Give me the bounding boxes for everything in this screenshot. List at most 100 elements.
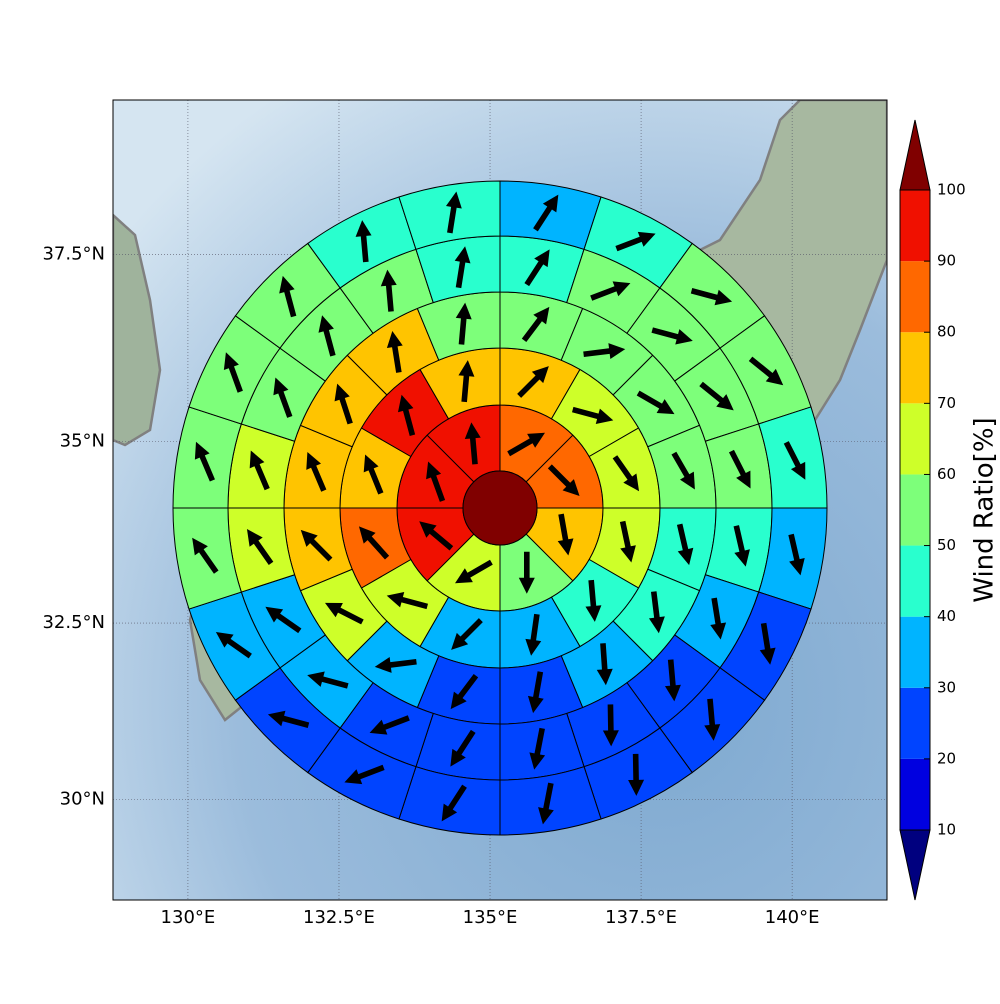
colorbar-tick-label: 80 (937, 323, 956, 341)
colorbar-tick-label: 10 (937, 821, 956, 839)
colorbar-tick-label: 100 (937, 181, 966, 199)
colorbar-bin (900, 403, 930, 475)
wind-arrow (671, 451, 695, 490)
wind-arrow (386, 591, 429, 610)
wind-arrow (524, 249, 550, 287)
wind-arrow (676, 523, 694, 566)
wind-arrow (267, 710, 310, 728)
y-tick-label: 37.5°N (42, 243, 105, 264)
wind-arrow (699, 381, 734, 411)
colorbar-frame (899, 189, 931, 831)
wind-arrow (380, 269, 397, 312)
wind-arrow (636, 390, 675, 415)
wind-arrow (733, 525, 750, 567)
wind-arrow (518, 551, 535, 594)
colorbar-tick-label: 20 (937, 749, 956, 767)
wind-arrow (419, 521, 454, 551)
wind-arrow (324, 602, 364, 625)
wind-arrow (344, 764, 385, 785)
wind-arrow (334, 383, 353, 425)
colorbar-bin (900, 261, 930, 333)
wind-arrow (704, 698, 721, 741)
wind-arrow (525, 613, 542, 656)
wind-arrow (585, 579, 602, 622)
colorbar-tick-label: 30 (937, 678, 956, 696)
x-tick-label: 135°E (463, 907, 518, 928)
wind-arrow (246, 528, 274, 566)
wind-arrow (358, 526, 390, 560)
wind-arrow (455, 302, 472, 345)
wind-arrow (664, 659, 681, 702)
x-tick-label: 140°E (765, 907, 820, 928)
wind-arrow (265, 606, 302, 634)
colorbar-bin (900, 190, 930, 262)
colorbar-bin (900, 758, 930, 830)
wind-arrow (615, 231, 656, 252)
wind-arrow (590, 281, 631, 301)
wind-arrow (596, 643, 613, 686)
wind-arrow (612, 455, 640, 492)
wind-arrow (445, 191, 462, 234)
x-tick-label: 132.5°E (303, 907, 375, 928)
colorbar-label: Wind Ratio[%] (970, 417, 1000, 602)
x-tick-label: 130°E (161, 907, 216, 928)
wind-arrow (397, 394, 416, 437)
wind-arrow (192, 537, 219, 574)
colorbar-tick-label: 40 (937, 607, 956, 625)
wind-arrow (533, 194, 559, 232)
wind-arrow (386, 330, 403, 373)
wind-arrow (571, 406, 614, 425)
wind-arrow (249, 450, 270, 491)
wind-arrow (426, 461, 446, 502)
colorbar-bin (900, 545, 930, 617)
wind-arrow (628, 753, 645, 796)
wind-arrow (450, 673, 479, 710)
wind-arrow (651, 327, 693, 345)
wind-arrow (557, 513, 574, 556)
colorbar-bin (900, 474, 930, 546)
wind-arrow (450, 729, 476, 767)
wind-arrow (464, 422, 481, 465)
wind-arrow (194, 441, 215, 482)
wind-arrow (788, 533, 805, 576)
colorbar-bin (900, 687, 930, 759)
wind-arrow (690, 288, 733, 306)
land (113, 213, 162, 447)
colorbar-tick-label: 50 (937, 536, 956, 554)
wind-arrow (455, 559, 493, 584)
wind-arrow (363, 454, 384, 495)
colorbar-over (899, 119, 931, 191)
wind-arrow (619, 520, 636, 563)
wind-arrow (538, 782, 554, 825)
wind-arrow (355, 220, 372, 263)
wind-arrow (783, 441, 806, 480)
wind-arrow (306, 451, 327, 492)
colorbar-tick-label: 70 (937, 394, 956, 412)
wind-arrow (527, 671, 544, 714)
y-tick-label: 35°N (60, 431, 105, 452)
wind-arrow (521, 306, 550, 343)
wind-arrow (300, 529, 333, 562)
wind-arrow (451, 618, 483, 650)
wind-arrow (759, 622, 776, 665)
wind-arrow (458, 360, 475, 403)
colorbar-under (899, 829, 931, 901)
center-cell (462, 470, 538, 546)
wind-arrow (507, 432, 545, 457)
wind-arrow (441, 784, 467, 822)
wind-arrow (454, 246, 471, 289)
wind-arrow (748, 356, 784, 386)
map-frame (112, 99, 888, 901)
wind-arrow (369, 715, 410, 735)
colorbar-bin (900, 616, 930, 688)
y-tick-label: 30°N (60, 789, 105, 810)
wind-arrow (710, 597, 727, 640)
wind-arrow (279, 275, 297, 318)
wind-arrow (374, 656, 417, 673)
ring-cell (398, 180, 501, 250)
wind-arrow (728, 449, 751, 489)
wind-arrow (583, 343, 626, 360)
wind-arrow (517, 366, 549, 398)
wind-arrow (547, 464, 580, 497)
